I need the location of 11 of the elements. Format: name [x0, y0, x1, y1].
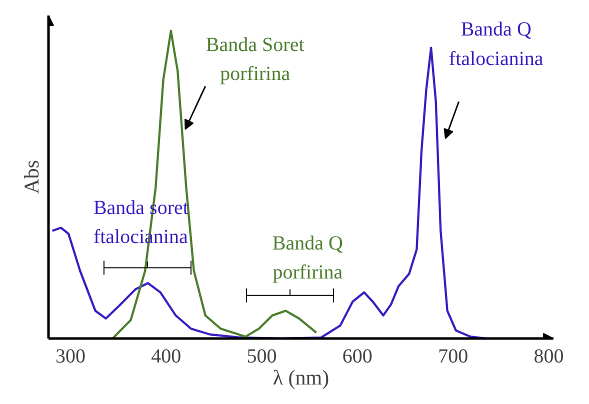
annotation: Banda Soret porfirina: [206, 34, 305, 86]
x-tick-label: 500: [246, 346, 277, 368]
x-tick-label: 600: [342, 346, 372, 368]
x-tick-label: 800: [534, 346, 564, 368]
x-tick-label: 700: [438, 346, 468, 368]
x-tick-label: 400: [151, 346, 182, 368]
x-tick-label: 300: [56, 346, 86, 368]
annotation: Banda Q ftalocianina: [448, 18, 544, 70]
x-axis-title: λ (nm): [272, 366, 330, 390]
annotation: Banda Q porfirina: [272, 232, 344, 284]
y-axis-title: Abs: [20, 160, 44, 194]
